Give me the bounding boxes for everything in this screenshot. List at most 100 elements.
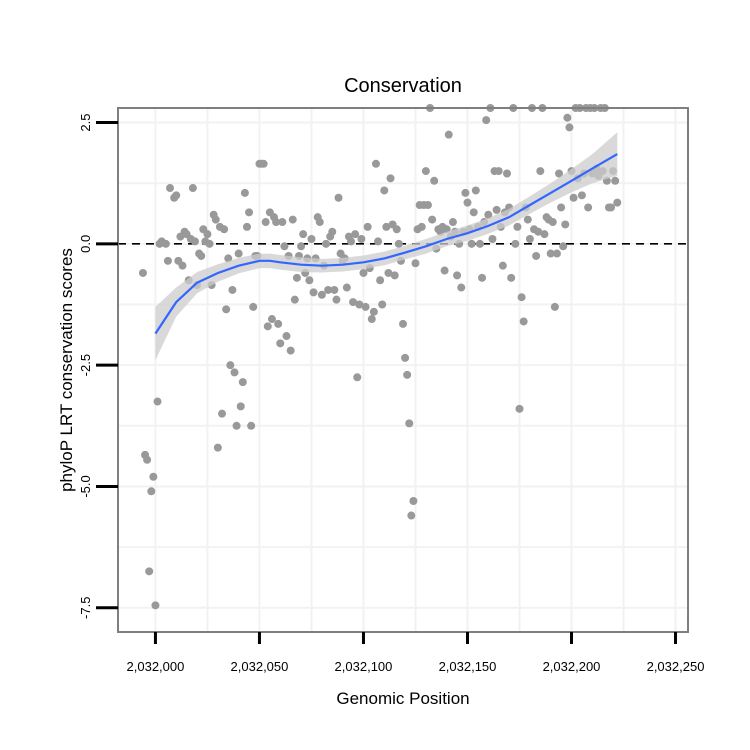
data-point — [494, 167, 503, 176]
data-point — [205, 239, 214, 248]
data-point — [463, 198, 472, 207]
data-point — [430, 176, 439, 185]
data-point — [382, 222, 391, 231]
data-point — [488, 235, 497, 243]
data-point — [519, 317, 528, 326]
data-point — [317, 290, 326, 299]
data-point — [149, 472, 158, 481]
data-point — [178, 261, 187, 270]
data-point — [322, 239, 331, 248]
data-point — [394, 239, 403, 248]
data-point — [540, 230, 549, 239]
data-point — [267, 315, 276, 324]
data-point — [384, 268, 393, 277]
data-point — [369, 307, 378, 316]
data-point — [197, 251, 206, 260]
data-point — [242, 222, 251, 231]
data-point — [297, 242, 306, 251]
data-point — [559, 242, 568, 251]
data-point — [361, 302, 370, 311]
data-point — [523, 215, 532, 224]
data-point — [482, 116, 491, 125]
data-point — [353, 373, 362, 382]
data-point — [475, 239, 484, 248]
data-point — [145, 567, 154, 576]
data-point — [172, 191, 181, 200]
data-point — [351, 230, 360, 239]
data-point — [378, 300, 387, 309]
data-point — [324, 285, 333, 294]
data-point — [203, 230, 212, 239]
grid-layer — [118, 108, 688, 632]
data-point — [550, 302, 559, 311]
data-point — [334, 193, 343, 202]
x-tick-label: 2,032,000 — [127, 659, 185, 674]
data-point — [367, 315, 376, 324]
data-point — [532, 251, 541, 260]
data-point — [471, 186, 480, 195]
data-point — [315, 218, 324, 227]
data-point — [607, 203, 616, 212]
data-point — [492, 205, 501, 214]
data-point — [548, 218, 557, 227]
points-layer — [138, 104, 622, 610]
data-point — [232, 421, 241, 430]
data-point — [307, 235, 316, 243]
y-tick-label: 2.5 — [78, 114, 93, 132]
data-point — [342, 283, 351, 292]
data-point — [371, 159, 380, 168]
data-point — [453, 271, 462, 280]
data-point — [290, 295, 299, 304]
data-point — [503, 169, 512, 178]
data-point — [224, 254, 233, 263]
data-point — [423, 201, 432, 210]
data-point — [469, 208, 478, 217]
data-point — [577, 191, 586, 200]
data-point — [417, 222, 426, 231]
data-point — [405, 419, 414, 428]
data-point — [448, 218, 457, 227]
data-point — [421, 167, 430, 176]
data-point — [409, 497, 418, 505]
data-point — [138, 268, 147, 277]
confidence-ribbon — [155, 132, 618, 361]
data-point — [240, 188, 249, 197]
data-point — [407, 511, 416, 520]
data-point — [390, 271, 399, 280]
data-point — [563, 113, 572, 122]
data-point — [305, 276, 314, 285]
x-tick-label: 2,032,200 — [543, 659, 601, 674]
data-point — [517, 293, 526, 302]
x-tick-label: 2,032,250 — [647, 659, 705, 674]
data-point — [401, 353, 410, 362]
x-tick-label: 2,032,150 — [439, 659, 497, 674]
data-point — [190, 237, 199, 246]
data-point — [247, 421, 256, 430]
data-point — [236, 402, 245, 411]
data-point — [263, 322, 272, 331]
x-tick-label: 2,032,050 — [231, 659, 289, 674]
data-point — [355, 300, 364, 309]
data-point — [261, 218, 270, 227]
data-point — [349, 298, 358, 307]
data-point — [376, 276, 385, 285]
data-point — [163, 256, 172, 265]
data-point — [220, 225, 229, 234]
data-point — [226, 361, 235, 370]
data-point — [411, 259, 420, 268]
data-point — [428, 215, 437, 224]
data-point — [218, 409, 227, 418]
data-point — [392, 225, 401, 234]
data-point — [245, 208, 254, 217]
data-point — [276, 339, 285, 348]
data-point — [234, 249, 243, 258]
data-point — [332, 295, 341, 304]
plot-frame — [117, 107, 689, 633]
data-point — [299, 230, 308, 239]
data-point — [613, 198, 622, 207]
y-tick-label: -5.0 — [78, 475, 93, 497]
data-point — [513, 222, 522, 231]
data-point — [440, 266, 449, 275]
